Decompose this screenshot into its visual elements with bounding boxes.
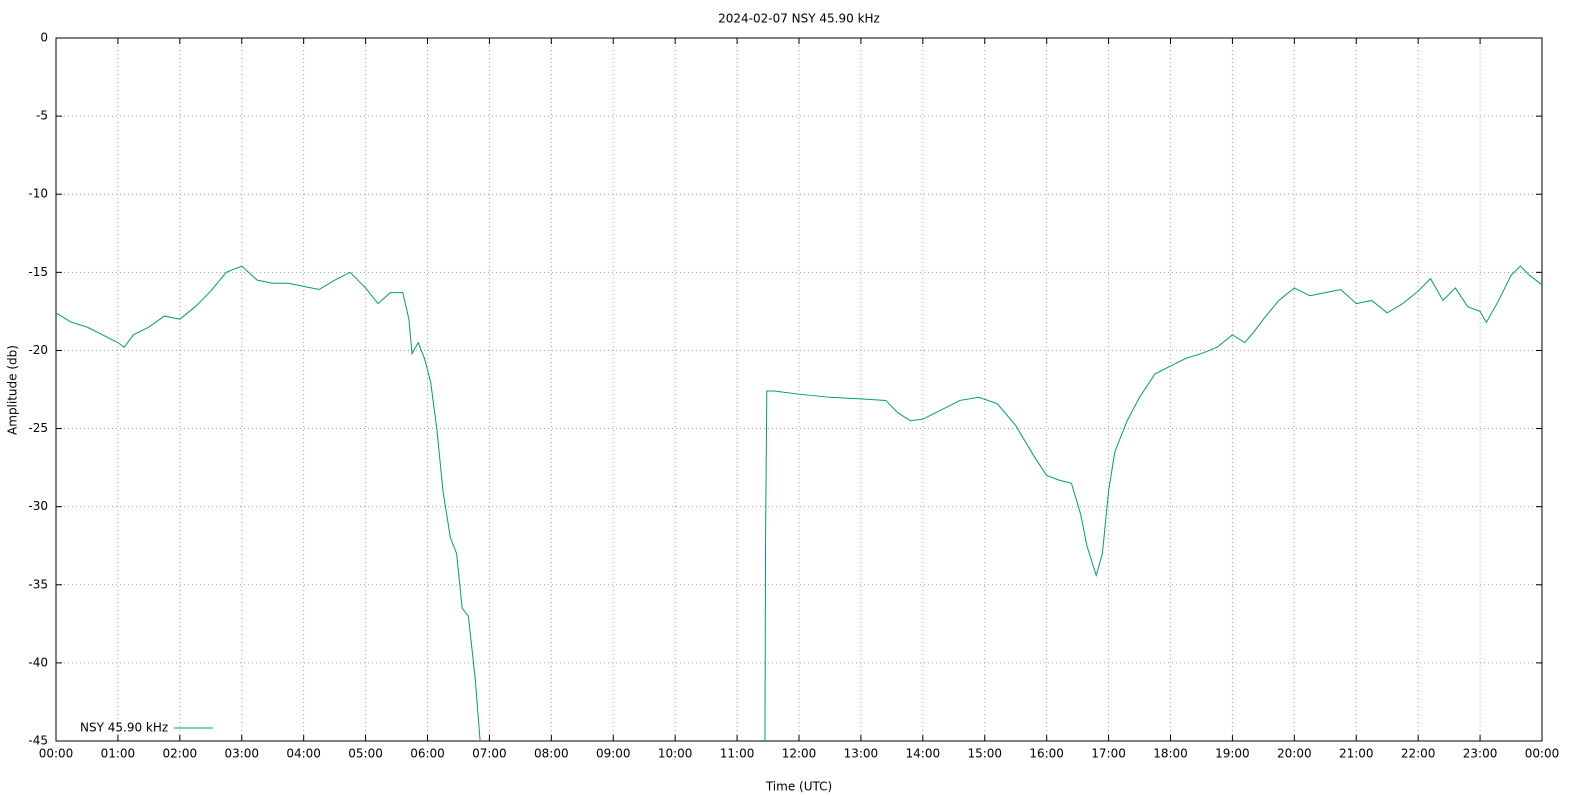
- x-tick-label: 12:00: [782, 747, 817, 761]
- x-tick-label: 13:00: [844, 747, 879, 761]
- y-tick-label: -10: [28, 187, 48, 201]
- plot-frame: [55, 37, 1543, 742]
- x-tick-label: 14:00: [906, 747, 941, 761]
- x-tick-label: 00:00: [39, 747, 74, 761]
- legend-label: NSY 45.90 kHz: [80, 721, 168, 735]
- x-tick-label: 05:00: [348, 747, 383, 761]
- x-tick-label: 06:00: [410, 747, 445, 761]
- x-tick-label: 11:00: [720, 747, 755, 761]
- x-tick-label: 04:00: [286, 747, 321, 761]
- y-tick-label: -25: [28, 421, 48, 435]
- x-tick-label: 01:00: [101, 747, 136, 761]
- x-tick-label: 20:00: [1277, 747, 1312, 761]
- y-tick-label: -40: [28, 655, 48, 669]
- y-tick-label: -15: [28, 265, 48, 279]
- data-line: [55, 265, 1543, 742]
- x-tick-label: 22:00: [1401, 747, 1436, 761]
- x-tick-label: 09:00: [596, 747, 631, 761]
- x-tick-label: 07:00: [472, 747, 507, 761]
- x-tick-label: 17:00: [1091, 747, 1126, 761]
- x-tick-label: 18:00: [1153, 747, 1188, 761]
- y-tick-label: -30: [28, 499, 48, 513]
- x-tick-label: 16:00: [1029, 747, 1064, 761]
- x-tick-label: 08:00: [534, 747, 569, 761]
- x-tick-label: 21:00: [1339, 747, 1374, 761]
- y-tick-label: -35: [28, 577, 48, 591]
- x-tick-label: 03:00: [224, 747, 259, 761]
- x-tick-label: 23:00: [1463, 747, 1498, 761]
- x-axis-label: Time (UTC): [765, 780, 832, 794]
- y-tick-label: 0: [40, 31, 48, 45]
- x-tick-label: 15:00: [967, 747, 1002, 761]
- y-tick-label: -20: [28, 343, 48, 357]
- y-tick-label: -45: [28, 734, 48, 748]
- y-axis-label: Amplitude (db): [6, 345, 20, 435]
- x-tick-label: 10:00: [658, 747, 693, 761]
- x-tick-label: 19:00: [1215, 747, 1250, 761]
- y-tick-label: -5: [36, 109, 48, 123]
- chart-title: 2024-02-07 NSY 45.90 kHz: [718, 12, 880, 26]
- x-tick-label: 02:00: [163, 747, 198, 761]
- x-tick-label: 00:00: [1525, 747, 1560, 761]
